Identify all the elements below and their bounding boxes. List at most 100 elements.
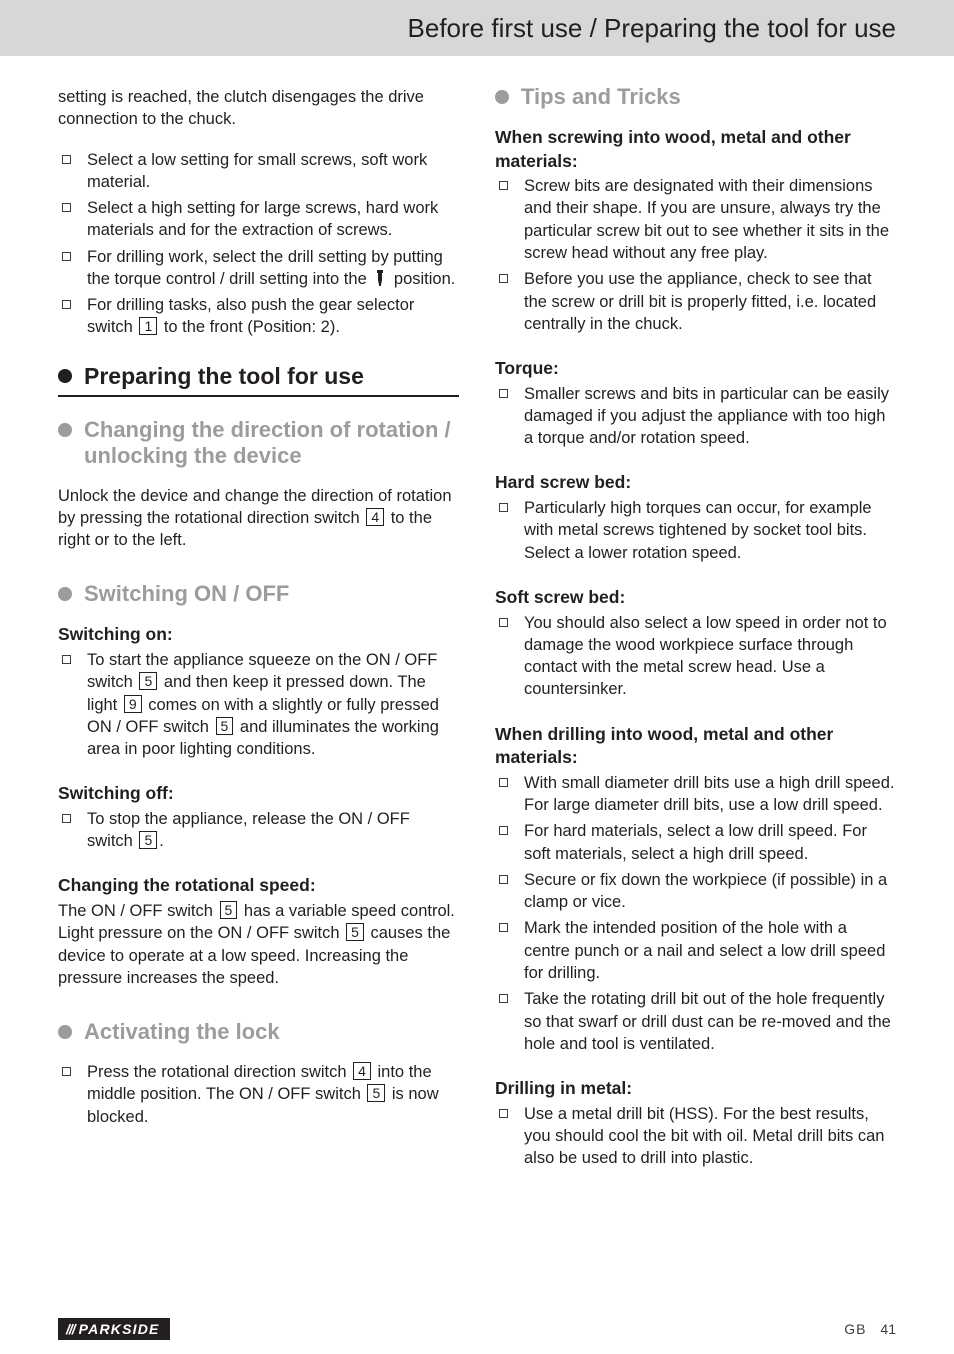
list-item: Particularly high torques can occur, for… — [495, 497, 896, 564]
list-item: Use a metal drill bit (HSS). For the bes… — [495, 1103, 896, 1170]
torque-list: Smaller screws and bits in particular ca… — [495, 383, 896, 450]
left-column: setting is reached, the clutch disengage… — [58, 86, 459, 1173]
list-item: Take the rotating drill bit out of the h… — [495, 988, 896, 1055]
subsection-tips-tricks: Tips and Tricks — [495, 84, 896, 110]
bullet-box-icon — [499, 503, 508, 512]
bullet-box-icon — [62, 1067, 71, 1076]
soft-screw-bed-heading: Soft screw bed: — [495, 586, 896, 610]
screwing-materials-heading: When screwing into wood, metal and other… — [495, 126, 896, 173]
subsection-bullet-icon — [58, 423, 72, 437]
list-item: Before you use the appliance, check to s… — [495, 268, 896, 335]
subsection-title-text: Changing the direction of rotation / unl… — [84, 417, 459, 469]
list-item: To stop the appliance, release the ON / … — [58, 808, 459, 853]
reference-box: 5 — [216, 717, 234, 735]
page-indicator: GB 41 — [844, 1321, 896, 1337]
drilling-metal-heading: Drilling in metal: — [495, 1077, 896, 1101]
reference-box: 4 — [353, 1062, 371, 1080]
switching-on-list: To start the appliance squeeze on the ON… — [58, 649, 459, 760]
bullet-box-icon — [499, 389, 508, 398]
bullet-box-icon — [499, 618, 508, 627]
reference-box: 5 — [220, 901, 238, 919]
page-number: 41 — [880, 1321, 896, 1337]
list-item-text: Mark the intended position of the hole w… — [524, 917, 896, 984]
columns: setting is reached, the clutch disengage… — [0, 56, 954, 1173]
list-item: For drilling tasks, also push the gear s… — [58, 294, 459, 339]
list-item: Press the rotational direction switch 4 … — [58, 1061, 459, 1128]
list-item: Smaller screws and bits in particular ca… — [495, 383, 896, 450]
reference-box: 9 — [124, 695, 142, 713]
bullet-box-icon — [62, 300, 71, 309]
brand-stripes-icon: /// — [66, 1321, 75, 1337]
list-item-text: Screw bits are designated with their dim… — [524, 175, 896, 264]
reference-box: 5 — [346, 923, 364, 941]
list-item: With small diameter drill bits use a hig… — [495, 772, 896, 817]
list-item: Select a high setting for large screws, … — [58, 197, 459, 242]
switching-off-list: To stop the appliance, release the ON / … — [58, 808, 459, 853]
list-item-text: Secure or fix down the workpiece (if pos… — [524, 869, 896, 914]
switching-off-block: Switching off: To stop the appliance, re… — [58, 782, 459, 852]
bullet-box-icon — [62, 814, 71, 823]
list-item-text: For drilling tasks, also push the gear s… — [87, 294, 459, 339]
section-preparing-tool: Preparing the tool for use — [58, 361, 459, 397]
list-item: Secure or fix down the workpiece (if pos… — [495, 869, 896, 914]
section-bullet-icon — [58, 369, 72, 383]
subsection-title-text: Switching ON / OFF — [84, 581, 459, 607]
list-item-text: For hard materials, select a low drill s… — [524, 820, 896, 865]
changing-direction-body: Unlock the device and change the directi… — [58, 485, 459, 552]
bullet-box-icon — [499, 1109, 508, 1118]
list-item-text: With small diameter drill bits use a hig… — [524, 772, 896, 817]
bullet-box-icon — [499, 875, 508, 884]
bullet-box-icon — [499, 274, 508, 283]
subsection-title-text: Activating the lock — [84, 1019, 459, 1045]
subsection-activating-lock: Activating the lock — [58, 1019, 459, 1045]
subsection-bullet-icon — [58, 587, 72, 601]
bullet-box-icon — [62, 655, 71, 664]
list-item-text: Press the rotational direction switch 4 … — [87, 1061, 459, 1128]
activating-lock-list: Press the rotational direction switch 4 … — [58, 1061, 459, 1128]
switching-off-heading: Switching off: — [58, 782, 459, 806]
bullet-box-icon — [62, 252, 71, 261]
screwing-materials-block: When screwing into wood, metal and other… — [495, 126, 896, 335]
changing-speed-block: Changing the rotational speed: The ON / … — [58, 874, 459, 989]
page: Before first use / Preparing the tool fo… — [0, 0, 954, 1354]
list-item-text: Before you use the appliance, check to s… — [524, 268, 896, 335]
list-item-text: Select a high setting for large screws, … — [87, 197, 459, 242]
list-item: For hard materials, select a low drill s… — [495, 820, 896, 865]
language-code: GB — [844, 1321, 866, 1337]
soft-screw-bed-block: Soft screw bed: You should also select a… — [495, 586, 896, 701]
list-item-text: Smaller screws and bits in particular ca… — [524, 383, 896, 450]
screwing-materials-list: Screw bits are designated with their dim… — [495, 175, 896, 335]
drilling-metal-block: Drilling in metal: Use a metal drill bit… — [495, 1077, 896, 1169]
hard-screw-bed-block: Hard screw bed: Particularly high torque… — [495, 471, 896, 563]
reference-box: 5 — [139, 672, 157, 690]
soft-screw-bed-list: You should also select a low speed in or… — [495, 612, 896, 701]
switching-on-heading: Switching on: — [58, 623, 459, 647]
bullet-box-icon — [499, 778, 508, 787]
bullet-box-icon — [499, 181, 508, 190]
hard-screw-bed-heading: Hard screw bed: — [495, 471, 896, 495]
torque-heading: Torque: — [495, 357, 896, 381]
brand-logo: /// PARKSIDE — [58, 1318, 170, 1340]
drilling-materials-block: When drilling into wood, metal and other… — [495, 723, 896, 1055]
header-title: Before first use / Preparing the tool fo… — [408, 13, 896, 44]
subsection-changing-direction: Changing the direction of rotation / unl… — [58, 417, 459, 469]
reference-box: 4 — [366, 508, 384, 526]
torque-block: Torque: Smaller screws and bits in parti… — [495, 357, 896, 449]
list-item: To start the appliance squeeze on the ON… — [58, 649, 459, 760]
brand-name: PARKSIDE — [79, 1321, 160, 1337]
drilling-materials-heading: When drilling into wood, metal and other… — [495, 723, 896, 770]
subsection-switching-onoff: Switching ON / OFF — [58, 581, 459, 607]
list-item-text: To start the appliance squeeze on the ON… — [87, 649, 459, 760]
list-item-text: To stop the appliance, release the ON / … — [87, 808, 459, 853]
changing-speed-body: The ON / OFF switch 5 has a variable spe… — [58, 900, 459, 989]
bullet-box-icon — [62, 155, 71, 164]
subsection-bullet-icon — [495, 90, 509, 104]
list-item-text: Use a metal drill bit (HSS). For the bes… — [524, 1103, 896, 1170]
lead-fragment: setting is reached, the clutch disengage… — [58, 86, 459, 131]
list-item-text: Select a low setting for small screws, s… — [87, 149, 459, 194]
list-item-text: You should also select a low speed in or… — [524, 612, 896, 701]
changing-speed-heading: Changing the rotational speed: — [58, 874, 459, 898]
list-item: Screw bits are designated with their dim… — [495, 175, 896, 264]
list-item-text: Take the rotating drill bit out of the h… — [524, 988, 896, 1055]
right-column: Tips and Tricks When screwing into wood,… — [495, 86, 896, 1173]
